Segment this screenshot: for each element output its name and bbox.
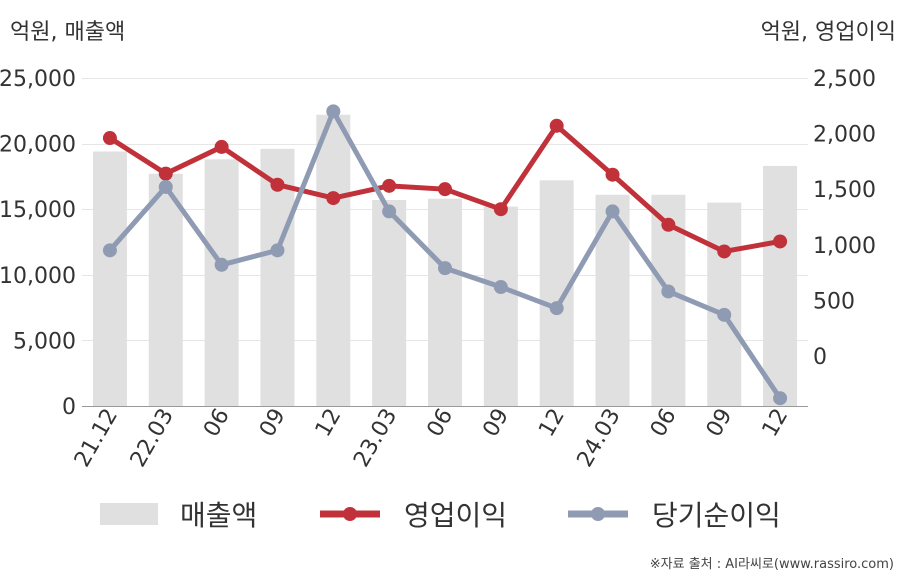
x-tick-label: 21.12 — [70, 405, 123, 472]
x-tick-label: 06 — [423, 405, 459, 442]
series-point — [214, 139, 229, 154]
combo-chart: 0 5,000 10,000 15,000 20,000 25,000 0 500 1,000… — [0, 67, 876, 472]
revenue-bar — [372, 200, 407, 406]
revenue-bar — [763, 165, 798, 406]
revenue-bar — [707, 202, 742, 406]
left-tick-label: 25,000 — [0, 67, 76, 92]
revenue-bar — [148, 173, 183, 406]
series-point — [493, 202, 508, 217]
series-point — [717, 244, 732, 259]
left-tick-label: 5,000 — [13, 329, 76, 354]
revenue-bar — [204, 159, 239, 406]
series-point — [382, 204, 397, 219]
series-point — [270, 243, 285, 258]
right-tick-label: 0 — [813, 345, 827, 370]
revenue-bar — [539, 180, 574, 406]
legend-swatch-operating-profit — [320, 507, 380, 521]
right-tick-label: 2,500 — [813, 67, 876, 92]
series-point — [382, 178, 397, 193]
x-tick-label: 24.03 — [573, 405, 626, 472]
right-tick-label: 1,500 — [813, 178, 876, 203]
right-tick-label: 2,000 — [813, 123, 876, 148]
left-axis-ticks: 0 5,000 10,000 15,000 20,000 25,000 — [0, 67, 76, 420]
x-tick-label: 06 — [199, 405, 235, 442]
series-point — [549, 301, 564, 316]
series-point — [102, 131, 117, 146]
left-tick-label: 10,000 — [0, 264, 76, 289]
x-tick-label: 06 — [646, 405, 682, 442]
revenue-bar — [316, 114, 351, 407]
left-tick-label: 20,000 — [0, 133, 76, 158]
x-tick-label: 09 — [702, 405, 738, 442]
legend-label-revenue: 매출액 — [180, 499, 258, 532]
series-point — [438, 261, 452, 276]
series-point — [605, 204, 620, 219]
legend-item-net-income: 당기순이익 — [566, 494, 781, 534]
x-tick-label: 09 — [255, 405, 291, 442]
revenue-bar — [483, 206, 518, 406]
x-tick-label: 23.03 — [349, 405, 402, 472]
x-tick-label: 12 — [758, 405, 794, 442]
series-point — [661, 217, 676, 232]
legend-label-net-income: 당기순이익 — [652, 499, 781, 532]
series-point — [102, 243, 117, 258]
series-point — [270, 177, 285, 192]
series-point — [214, 257, 229, 272]
x-tick-label: 22.03 — [126, 405, 179, 472]
left-tick-label: 15,000 — [0, 198, 76, 223]
x-axis-ticks: 21.12 22.03 06 09 12 23.03 06 09 12 24.03 06 09 12 — [70, 405, 793, 472]
series-point — [773, 391, 788, 406]
legend-item-operating-profit: 영업이익 — [318, 494, 507, 534]
x-tick-label: 12 — [311, 405, 347, 442]
left-axis-unit: 억원, 매출액 — [10, 20, 126, 45]
x-tick-label: 09 — [478, 405, 514, 442]
series-point — [438, 182, 452, 197]
series-point — [549, 118, 564, 133]
legend: 매출액 영업이익 당기순이익 — [100, 494, 800, 534]
series-point — [326, 104, 341, 119]
legend-swatch-revenue — [100, 503, 158, 525]
source-note: ※자료 출처 : AI라씨로(www.rassiro.com) — [649, 557, 894, 572]
series-point — [493, 280, 508, 295]
revenue-bars — [92, 114, 798, 407]
legend-label-operating-profit: 영업이익 — [404, 499, 508, 532]
series-point — [158, 166, 173, 181]
revenue-bar — [92, 151, 127, 406]
x-tick-label: 12 — [534, 405, 570, 442]
series-point — [605, 167, 620, 182]
legend-item-revenue: 매출액 — [100, 494, 257, 534]
series-point — [661, 284, 676, 299]
left-tick-label: 0 — [62, 395, 76, 420]
series-point — [158, 179, 173, 194]
right-tick-label: 500 — [813, 289, 855, 314]
right-tick-label: 1,000 — [813, 234, 876, 259]
legend-swatch-net-income — [568, 507, 628, 521]
right-axis-unit: 억원, 영업이익 — [760, 20, 896, 45]
series-point — [773, 234, 788, 249]
right-axis-ticks: 0 500 1,000 1,500 2,000 2,500 — [813, 67, 876, 370]
series-point — [717, 307, 732, 322]
series-point — [326, 191, 341, 206]
line-series — [102, 104, 788, 406]
revenue-bar — [428, 198, 462, 406]
